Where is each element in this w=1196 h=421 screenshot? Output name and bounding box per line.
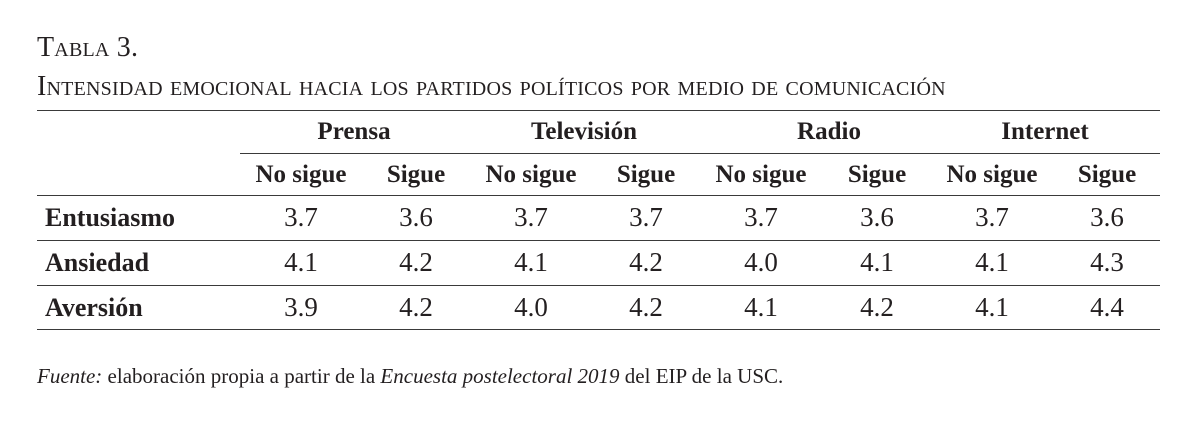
table-cell: 4.4 xyxy=(1090,292,1124,322)
top-rule xyxy=(37,110,1160,111)
table-cell: 4.3 xyxy=(1090,247,1124,277)
table-cell: 4.2 xyxy=(399,292,433,322)
table-caption-title: Intensidad emocional hacia los partidos … xyxy=(37,71,946,102)
source-survey: Encuesta postelectoral 2019 xyxy=(380,364,620,388)
subheader-cell: Sigue xyxy=(386,161,446,188)
table-cell: 4.1 xyxy=(284,247,318,277)
table-cell: 4.2 xyxy=(860,292,894,322)
table-cell: 4.2 xyxy=(399,247,433,277)
row-rule xyxy=(37,285,1160,286)
source-label: Fuente: xyxy=(37,364,103,388)
subheader-cell: No sigue xyxy=(485,161,577,188)
table-cell: 3.7 xyxy=(744,202,778,232)
table-cell: 4.1 xyxy=(860,247,894,277)
table-cell: 4.1 xyxy=(744,292,778,322)
table-cell: 3.7 xyxy=(284,202,318,232)
table-cell: 3.6 xyxy=(399,202,433,232)
table-cell: 4.2 xyxy=(629,247,663,277)
table-cell: 4.1 xyxy=(514,247,548,277)
table-cell: 4.1 xyxy=(975,292,1009,322)
table-cell: 3.7 xyxy=(975,202,1009,232)
media-header-internet: Internet xyxy=(1001,118,1089,145)
subheader-cell: Sigue xyxy=(847,161,907,188)
table-cell: 3.9 xyxy=(284,292,318,322)
table-cell: 4.0 xyxy=(744,247,778,277)
subheader-cell: Sigue xyxy=(616,161,676,188)
table-cell: 3.6 xyxy=(860,202,894,232)
row-rule xyxy=(37,240,1160,241)
subheader-cell: No sigue xyxy=(255,161,347,188)
subheader-cell: No sigue xyxy=(715,161,807,188)
table-cell: 4.2 xyxy=(629,292,663,322)
media-header-prensa: Prensa xyxy=(317,118,391,145)
media-header-radio: Radio xyxy=(797,118,861,145)
subheader-cell: No sigue xyxy=(946,161,1038,188)
bottom-rule xyxy=(37,329,1160,330)
row-label-ansiedad: Ansiedad xyxy=(45,248,150,277)
table-cell: 3.7 xyxy=(514,202,548,232)
table-cell: 4.1 xyxy=(975,247,1009,277)
table-cell: 3.6 xyxy=(1090,202,1124,232)
subheader-cell: Sigue xyxy=(1077,161,1137,188)
table-cell: 4.0 xyxy=(514,292,548,322)
header-rule xyxy=(37,195,1160,196)
media-subrule xyxy=(240,153,1160,154)
media-header-television: Televisión xyxy=(530,118,638,145)
source-text-1: elaboración propia a partir de la xyxy=(102,364,381,388)
source-note: Fuente: elaboración propia a partir de l… xyxy=(37,366,783,387)
table-cell: 3.7 xyxy=(629,202,663,232)
row-label-aversion: Aversión xyxy=(45,293,143,322)
source-text-2: del EIP de la USC. xyxy=(619,364,784,388)
row-label-entusiasmo: Entusiasmo xyxy=(45,203,176,232)
table-caption-number: Tabla 3. xyxy=(37,32,139,63)
